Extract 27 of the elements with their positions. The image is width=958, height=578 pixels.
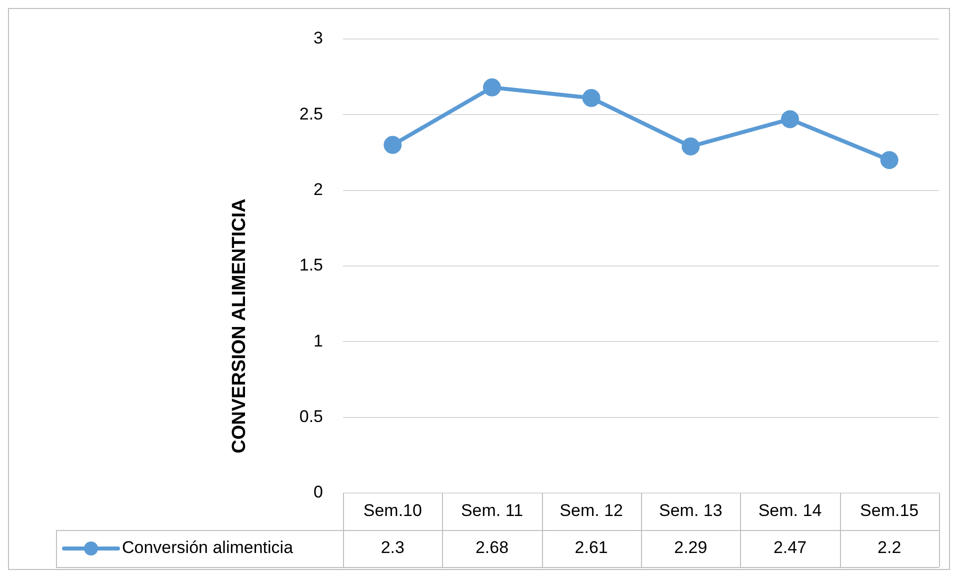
- data-label: 2.68: [475, 538, 509, 558]
- point: [582, 89, 600, 108]
- x-tick-label: Sem. 14: [758, 501, 822, 520]
- data-label: 2.29: [674, 538, 708, 558]
- x-tick-label: Sem.10: [363, 501, 422, 520]
- y-tick-label: 1: [314, 331, 323, 350]
- point: [880, 151, 898, 170]
- point: [781, 110, 799, 128]
- y-tick-label: 0.5: [299, 407, 323, 426]
- point: [483, 78, 501, 96]
- data-label: 2.2: [878, 538, 902, 558]
- y-tick-label: 2: [314, 180, 323, 200]
- point: [682, 137, 700, 156]
- x-tick-label: Sem. 12: [560, 501, 623, 520]
- y-tick-label: 2.5: [299, 104, 323, 124]
- x-tick-label: Sem.15: [860, 501, 919, 520]
- point: [384, 136, 402, 154]
- data-label: 2.3: [380, 538, 404, 558]
- y-axis-title: CONVERSION ALIMENTICIA: [229, 198, 250, 454]
- y-tick-label: 3: [314, 28, 323, 48]
- x-tick-label: Sem. 13: [659, 501, 722, 520]
- y-tick-label: 1.5: [299, 256, 323, 275]
- x-tick-label: Sem. 11: [460, 501, 524, 520]
- data-label: 2.47: [773, 538, 807, 558]
- legend-label: Conversión alimenticia: [122, 538, 294, 558]
- data-label: 2.61: [574, 538, 608, 558]
- y-tick-label: 0: [314, 482, 323, 502]
